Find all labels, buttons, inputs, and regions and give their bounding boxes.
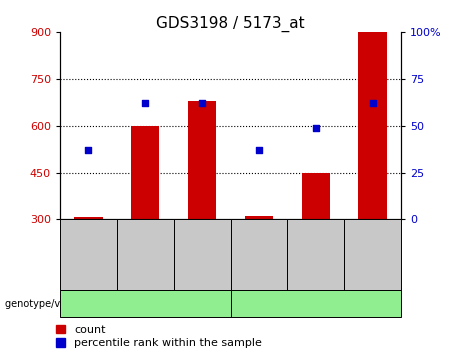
Point — [85, 147, 92, 153]
Point — [255, 147, 263, 153]
Text: GSM140804: GSM140804 — [367, 251, 378, 310]
Text: Abf1 mutant: Abf1 mutant — [281, 298, 351, 309]
Text: GSM140803: GSM140803 — [311, 251, 321, 310]
Text: GSM140800: GSM140800 — [140, 251, 150, 310]
Title: GDS3198 / 5173_at: GDS3198 / 5173_at — [156, 16, 305, 32]
Bar — [301, 172, 330, 219]
Point — [312, 125, 319, 130]
Bar — [245, 216, 273, 219]
Text: wild type: wild type — [120, 298, 171, 309]
Point — [369, 100, 376, 106]
Text: GSM140802: GSM140802 — [254, 251, 264, 310]
Text: GSM140786: GSM140786 — [83, 251, 94, 310]
Legend: count, percentile rank within the sample: count, percentile rank within the sample — [56, 325, 262, 348]
Text: genotype/variation  ►: genotype/variation ► — [5, 298, 111, 309]
Bar — [131, 126, 160, 219]
Text: GSM140801: GSM140801 — [197, 251, 207, 310]
Bar — [358, 32, 387, 219]
Point — [142, 100, 149, 106]
Bar — [188, 101, 216, 219]
Point — [198, 100, 206, 106]
Bar — [74, 217, 102, 219]
